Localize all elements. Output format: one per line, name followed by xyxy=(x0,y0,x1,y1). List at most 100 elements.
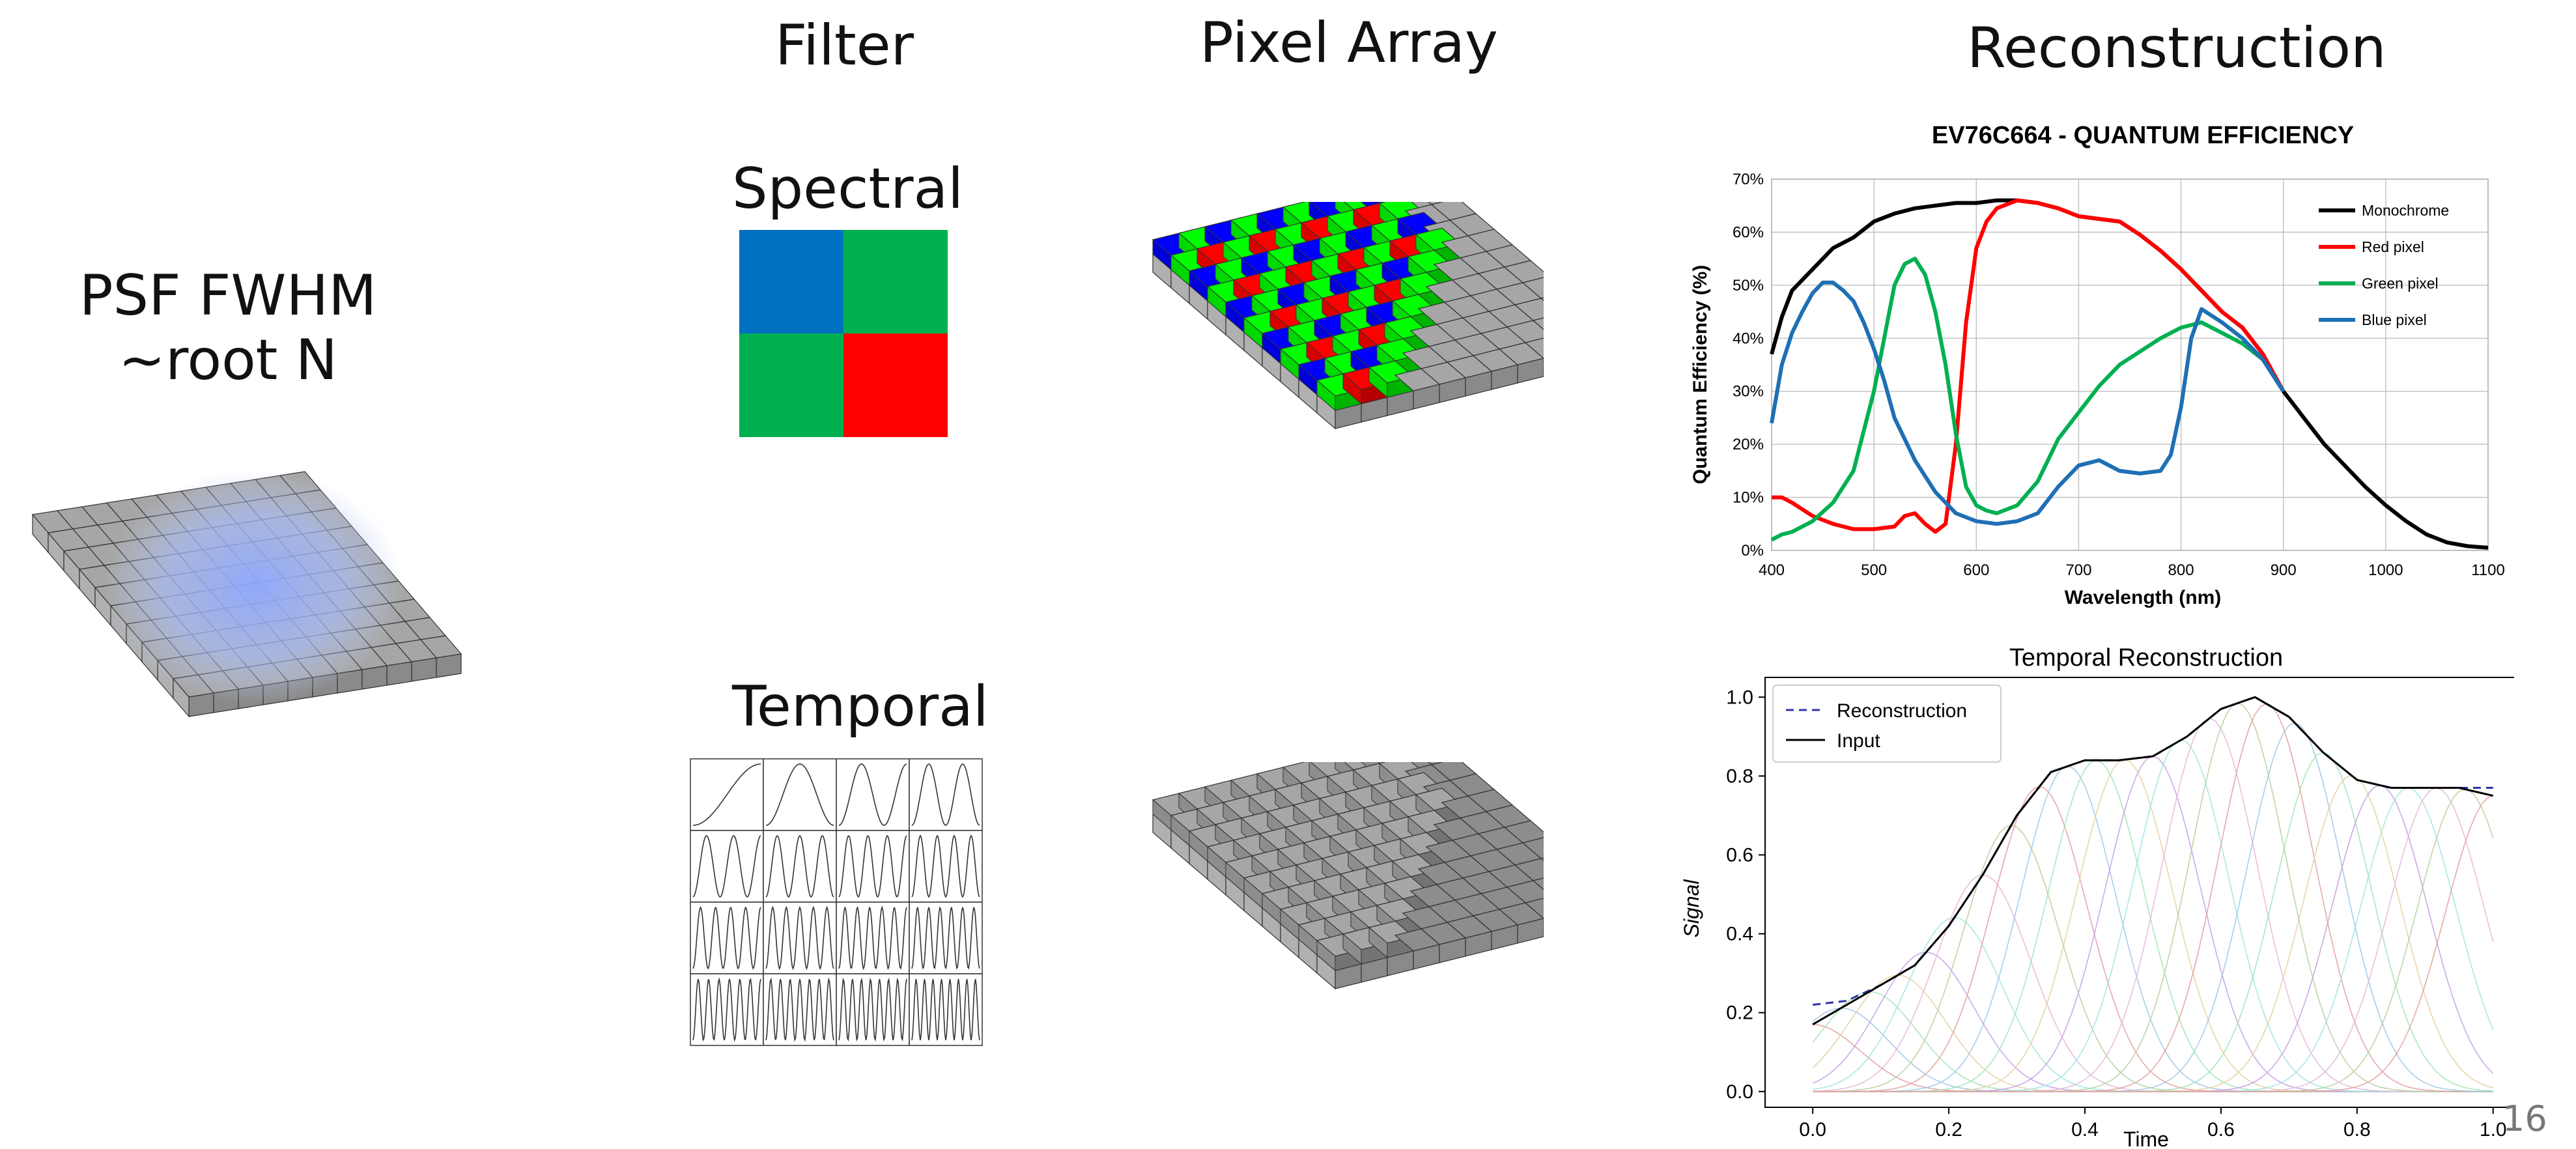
tr-ytick: 0.6 xyxy=(1726,844,1753,866)
pixel-side xyxy=(1316,379,1336,412)
spectral-label: Spectral xyxy=(732,156,964,221)
heading-pixel-array: Pixel Array xyxy=(1200,10,1498,76)
qe-ytick: 60% xyxy=(1733,223,1764,241)
qe-xtick: 400 xyxy=(1759,561,1785,579)
pixel-side xyxy=(1368,926,1388,959)
tr-ytick: 1.0 xyxy=(1726,687,1753,708)
tr-xtick: 0.4 xyxy=(2071,1119,2099,1141)
temporal-pixels xyxy=(1152,762,1544,990)
pixel-side xyxy=(1316,939,1336,972)
wave-cell xyxy=(909,973,983,1046)
qe-ytick: 40% xyxy=(1733,330,1764,347)
wave-cell xyxy=(763,758,837,831)
wave-line xyxy=(838,905,907,971)
tr-series-input xyxy=(1812,696,2494,1026)
temporal-chart-title: Temporal Reconstruction xyxy=(2009,644,2283,672)
temporal-grid xyxy=(690,758,983,1046)
wave-line xyxy=(692,906,761,970)
tr-xtick: 0.6 xyxy=(2207,1119,2235,1141)
qe-plot: 400 500 600 700 800 900 1000 1100 0% 10% 20% 30% 40%… xyxy=(1733,171,2505,579)
qe-xtick: 1100 xyxy=(2471,561,2505,579)
qe-series-green-pixel xyxy=(1770,257,2286,542)
pixel-top xyxy=(1532,317,1544,330)
bayer-pixel-array xyxy=(1152,202,1544,430)
pixel-top xyxy=(1506,320,1544,343)
temporal-pixel-array xyxy=(1152,762,1544,990)
filter-blue xyxy=(739,230,843,333)
pixel-top xyxy=(1503,820,1544,844)
qe-ytick: 0% xyxy=(1741,542,1764,560)
filter-green-1 xyxy=(843,230,948,333)
qe-xtick: 600 xyxy=(1963,561,1989,579)
qe-legend-label: Green pixel xyxy=(2362,275,2439,292)
pixel-top xyxy=(1498,342,1544,365)
pixel-side xyxy=(1342,933,1362,965)
temporal-ylabel: Signal xyxy=(1680,879,1703,938)
qe-series-red-pixel xyxy=(1772,198,2286,534)
pixel-top xyxy=(419,635,462,659)
heading-filter: Filter xyxy=(775,13,914,78)
wave-cell xyxy=(909,758,983,831)
filter-red xyxy=(843,333,948,437)
pixel-top xyxy=(1514,858,1544,881)
tr-ytick: 0.4 xyxy=(1726,924,1753,945)
temporal-chart: Temporal Reconstruction 0.0 0.2 0.4 0.6 0.8 1… xyxy=(1680,644,2514,1149)
psf-pixel-array xyxy=(31,469,462,718)
temporal-filter-grid xyxy=(690,758,983,1046)
qe-xlabel: Wavelength (nm) xyxy=(2065,587,2222,608)
qe-ylabel: Quantum Efficiency (%) xyxy=(1690,265,1711,485)
wave-cell xyxy=(763,901,837,974)
wave-cell xyxy=(909,830,983,903)
wave-line xyxy=(692,977,761,1042)
pixel-top xyxy=(1540,857,1544,862)
temporal-label: Temporal xyxy=(732,674,989,739)
pixel-top xyxy=(1540,297,1544,302)
wave-cell xyxy=(763,973,837,1046)
tr-xtick: 0.2 xyxy=(1935,1119,1962,1141)
wave-line xyxy=(765,977,834,1042)
wave-line xyxy=(838,834,907,898)
qe-chart: EV76C664 - QUANTUM EFFICIENCY 400 500 600 7… xyxy=(1690,122,2505,608)
qe-chart-title: EV76C664 - QUANTUM EFFICIENCY xyxy=(1932,122,2354,149)
qe-legend-label: Red pixel xyxy=(2362,238,2424,255)
qe-xtick: 500 xyxy=(1861,561,1887,579)
page-number: 16 xyxy=(2502,1098,2547,1139)
wave-line xyxy=(693,763,761,826)
qe-ytick: 70% xyxy=(1733,171,1764,188)
tr-basis-curve xyxy=(1813,795,2494,1092)
qe-legend-label: Blue pixel xyxy=(2362,311,2427,328)
wave-line xyxy=(692,835,761,898)
bayer-grid xyxy=(1152,202,1544,430)
psf-line-2: ~root N xyxy=(118,327,338,393)
wave-line xyxy=(765,763,834,826)
pixel-top xyxy=(1522,277,1544,299)
pixel-side xyxy=(1368,366,1388,399)
tr-legend-box xyxy=(1772,685,2002,763)
psf-line-1: PSF FWHM xyxy=(79,263,377,328)
qe-ytick: 20% xyxy=(1733,436,1764,453)
qe-xtick: 800 xyxy=(2168,561,2194,579)
temporal-xlabel: Time xyxy=(2123,1128,2169,1149)
wave-line xyxy=(765,905,834,971)
wave-line xyxy=(765,834,834,898)
wave-line xyxy=(911,834,980,898)
pixel-top xyxy=(1532,877,1544,890)
tr-legend-label: Reconstruction xyxy=(1837,700,1967,722)
qe-legend-label: Monochrome xyxy=(2362,202,2449,219)
heading-reconstruction: Reconstruction xyxy=(1967,16,2386,81)
pixel-top xyxy=(1524,337,1544,359)
pixel-side xyxy=(1342,373,1362,405)
psf-glow xyxy=(104,469,404,703)
wave-line xyxy=(911,906,980,970)
wave-line xyxy=(911,763,980,826)
tr-xtick: 0.0 xyxy=(1799,1119,1826,1141)
tr-legend: Reconstruction Input xyxy=(1772,685,2002,763)
tr-legend-label: Input xyxy=(1837,730,1880,752)
qe-xtick: 700 xyxy=(2065,561,2091,579)
tr-ytick: 0.8 xyxy=(1726,765,1753,787)
wave-cell xyxy=(909,901,983,974)
wave-line xyxy=(911,978,980,1041)
qe-ytick: 30% xyxy=(1733,383,1764,401)
pixel-top xyxy=(1506,880,1544,903)
pixel-top xyxy=(1524,898,1544,919)
